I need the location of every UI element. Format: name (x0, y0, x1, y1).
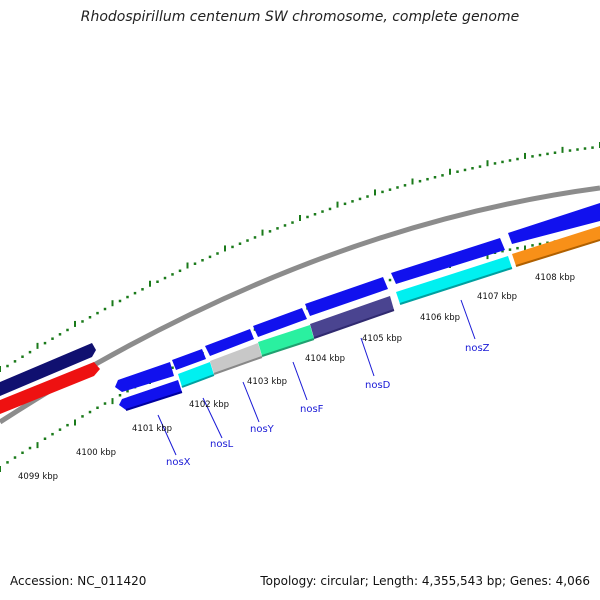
gene-leader-lines (157, 299, 476, 456)
outer-tick-row (0, 142, 600, 372)
gene-nosZ[interactable] (396, 256, 512, 304)
gene-arrow-upper-6[interactable] (391, 238, 505, 284)
scale-label: 4107 kbp (477, 292, 517, 302)
map-title: Rhodospirillum centenum SW chromosome, c… (80, 9, 520, 25)
scale-label: 4102 kbp (189, 400, 229, 410)
topology-summary: Topology: circular; Length: 4,355,543 bp… (260, 574, 590, 588)
gene-label-nosZ[interactable]: nosZ (465, 343, 490, 354)
gene-label-nosX[interactable]: nosX (166, 457, 191, 468)
gene-label-nosL[interactable]: nosL (210, 439, 234, 450)
gene-arrow-upper-3[interactable] (205, 329, 254, 356)
gene-arrow-orange[interactable] (512, 226, 600, 266)
gene-arrow-upper-1[interactable] (115, 362, 174, 392)
gene-label-nosF[interactable]: nosF (300, 404, 324, 415)
chromosome-backbone (0, 185, 600, 425)
gene-arrow-upper-4[interactable] (253, 308, 307, 337)
gene-arrow-upper-7[interactable] (508, 203, 600, 244)
gene-label-nosD[interactable]: nosD (365, 380, 391, 391)
gene-nosL[interactable] (178, 362, 214, 387)
scale-label: 4108 kbp (535, 273, 575, 283)
gene-arrow-upper-2[interactable] (172, 349, 206, 370)
accession-label: Accession: NC_011420 (10, 574, 147, 588)
scale-label: 4103 kbp (247, 377, 287, 387)
scale-label: 4101 kbp (132, 424, 172, 434)
gene-arrow-upper-5[interactable] (305, 277, 388, 316)
gene-label-nosY[interactable]: nosY (250, 424, 275, 435)
scale-label: 4105 kbp (362, 334, 402, 344)
scale-label: 4104 kbp (305, 354, 345, 364)
scale-label: 4099 kbp (18, 472, 58, 482)
gene-nosF[interactable] (258, 325, 314, 356)
gene-bevels (125, 239, 600, 411)
gene-arrow-navy-left[interactable] (0, 343, 96, 396)
gene-nosD[interactable] (310, 296, 394, 338)
gene-nosY[interactable] (210, 343, 262, 374)
scale-label: 4100 kbp (76, 448, 116, 458)
gene-nosX[interactable] (119, 380, 182, 410)
gene-arrow-red-left[interactable] (0, 362, 100, 414)
scale-label: 4106 kbp (420, 313, 460, 323)
